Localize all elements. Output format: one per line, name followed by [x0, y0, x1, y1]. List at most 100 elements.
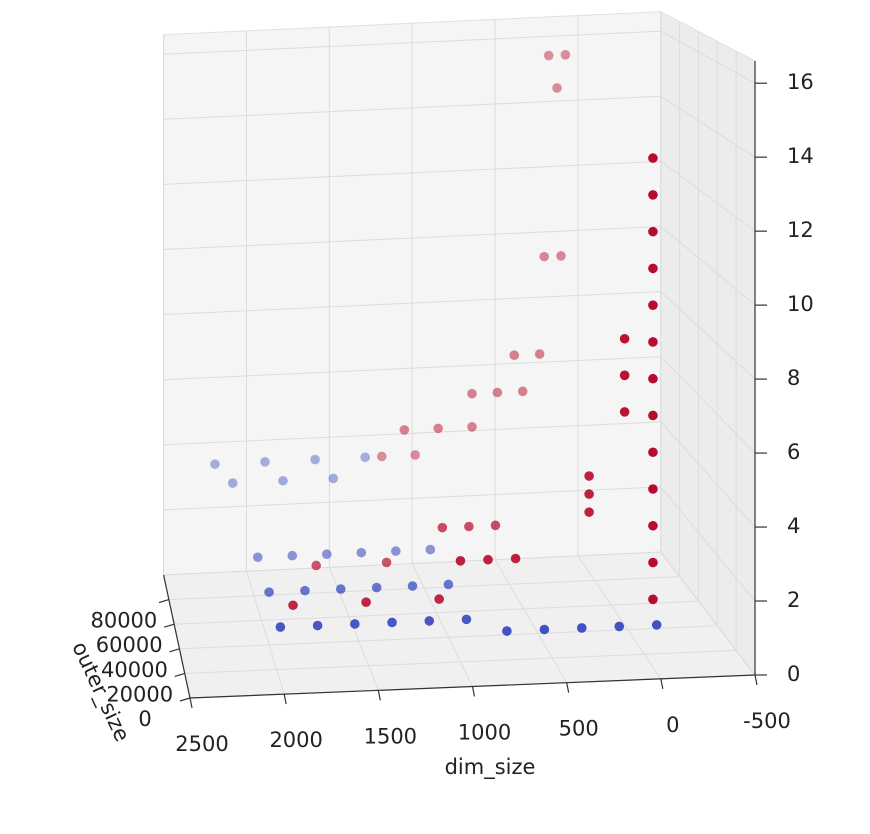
- point: [648, 447, 658, 458]
- tick-mark: [163, 623, 175, 628]
- grid-line: [163, 291, 661, 316]
- z-tick-label: 12: [787, 218, 814, 242]
- z-tick-label: 6: [787, 440, 800, 464]
- grid-line: [168, 576, 680, 601]
- tick-mark: [566, 682, 570, 693]
- grid-line: [174, 600, 699, 625]
- grid-line: [163, 226, 661, 251]
- y-tick-label: 80000: [90, 609, 157, 633]
- point: [648, 153, 658, 163]
- grid-line: [660, 226, 756, 306]
- point: [483, 554, 493, 565]
- point: [275, 622, 286, 632]
- tick-mark: [169, 648, 180, 653]
- point: [619, 407, 630, 417]
- z-tick-label: 2: [787, 588, 800, 612]
- point: [492, 387, 503, 398]
- point: [300, 585, 310, 596]
- grid-line: [184, 649, 737, 674]
- point: [425, 544, 436, 555]
- tick-mark: [660, 678, 664, 689]
- z-tick-label: 14: [787, 144, 814, 168]
- point: [584, 471, 594, 481]
- tick-mark: [754, 674, 758, 686]
- grid-line: [163, 551, 661, 576]
- y-tick-label: 0: [138, 707, 151, 731]
- point: [648, 373, 658, 384]
- point: [455, 556, 466, 566]
- point: [467, 388, 477, 399]
- x-tick-label: 2000: [269, 728, 322, 752]
- point: [410, 450, 421, 460]
- point: [461, 614, 472, 625]
- tick-mark: [158, 599, 170, 604]
- point: [287, 550, 298, 561]
- grid-line: [163, 30, 661, 55]
- point: [552, 83, 562, 93]
- point: [210, 459, 220, 469]
- point: [321, 549, 332, 559]
- tick-mark: [174, 672, 185, 677]
- point: [328, 473, 339, 484]
- point: [356, 547, 367, 558]
- grid: [163, 11, 756, 699]
- grid-line: [411, 563, 473, 687]
- point: [556, 251, 566, 261]
- point: [534, 349, 545, 359]
- grid-line: [163, 486, 661, 511]
- point: [260, 457, 270, 467]
- point: [310, 454, 320, 465]
- point: [543, 50, 554, 61]
- grid-line: [179, 625, 718, 650]
- point: [648, 300, 658, 310]
- y-tick-label: 60000: [96, 633, 163, 657]
- point: [464, 521, 474, 532]
- y-tick-label: 20000: [106, 682, 173, 706]
- point: [434, 594, 444, 604]
- point: [467, 422, 477, 432]
- point: [407, 581, 418, 591]
- grid-line: [163, 421, 661, 446]
- point: [648, 410, 658, 421]
- panes: [162, 10, 756, 699]
- point: [648, 520, 658, 531]
- grid-line: [660, 486, 756, 602]
- point: [288, 600, 298, 611]
- grid-line: [245, 571, 285, 695]
- point: [433, 423, 443, 434]
- point: [539, 251, 550, 262]
- point: [443, 579, 454, 590]
- point: [510, 553, 521, 564]
- x-axis-label: dim_size: [445, 755, 536, 780]
- x-tick-label: 1000: [458, 721, 511, 745]
- axes: 2500 2000 1500 1000 500 0 -5000200004000060000…: [90, 61, 814, 756]
- floor-pane: [162, 551, 756, 699]
- point: [490, 520, 501, 531]
- tick-mark: [471, 686, 476, 697]
- point: [424, 616, 435, 626]
- point: [399, 425, 410, 435]
- point: [361, 597, 371, 607]
- point: [539, 624, 550, 635]
- point: [619, 370, 630, 381]
- grid-line: [163, 356, 661, 381]
- grid-line: [660, 291, 756, 380]
- grid-line: [163, 95, 661, 120]
- z-tick-label: 4: [787, 514, 800, 538]
- point: [371, 582, 382, 593]
- z-tick-label: 10: [787, 292, 814, 316]
- point: [648, 337, 658, 347]
- point: [560, 49, 571, 60]
- point: [502, 626, 512, 636]
- point: [252, 552, 263, 563]
- x-axis: [189, 674, 756, 699]
- point: [387, 617, 397, 628]
- tick-mark: [377, 690, 381, 701]
- y-axis: [163, 574, 191, 699]
- grid-line: [660, 30, 756, 84]
- z-tick-label: 8: [787, 366, 800, 390]
- point: [350, 619, 360, 629]
- point: [377, 451, 387, 462]
- tick-mark: [179, 697, 191, 702]
- z-tick-label: 0: [787, 662, 800, 686]
